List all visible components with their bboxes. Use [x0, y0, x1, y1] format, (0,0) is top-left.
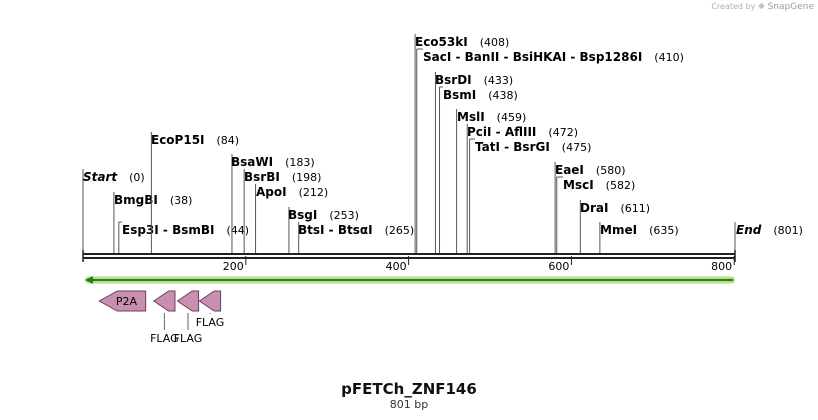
map-title: pFETCh_ZNF146	[341, 380, 477, 398]
ruler-tick-label: 400	[386, 260, 407, 273]
enzyme-name: BsrDI	[435, 73, 472, 87]
feature-arrow[interactable]	[198, 290, 222, 312]
enzyme-site[interactable]: Eco53kI (408)	[414, 34, 510, 254]
enzyme-site[interactable]: MmeI (635)	[599, 222, 679, 254]
enzyme-site[interactable]: End (801)	[734, 222, 803, 254]
enzyme-position: (265)	[385, 224, 415, 237]
enzyme-name: Eco53kI	[415, 35, 468, 49]
enzyme-position: (198)	[292, 171, 322, 184]
feature-flag[interactable]: FLAG	[150, 290, 179, 345]
enzyme-site[interactable]: Esp3I - BsmBI (44)	[118, 221, 249, 254]
feature-p2a[interactable]: P2A	[98, 290, 147, 312]
enzyme-name: SacI - BanII - BsiHKAI - Bsp1286I	[423, 50, 642, 64]
enzyme-site[interactable]: EaeI (580)	[554, 162, 626, 254]
enzyme-name: Start	[83, 170, 118, 184]
feature-label: FLAG	[150, 332, 179, 345]
credit-prefix: Created by	[711, 2, 756, 11]
enzyme-position: (801)	[773, 224, 803, 237]
enzyme-site[interactable]: BsgI (253)	[288, 207, 359, 254]
feature-label: FLAG	[174, 332, 203, 345]
enzyme-site[interactable]: DraI (611)	[579, 200, 650, 254]
enzyme-name: BsgI	[288, 208, 317, 222]
enzyme-site[interactable]: EcoP15I (84)	[150, 132, 240, 254]
feature-label: P2A	[116, 295, 138, 308]
enzyme-position: (438)	[488, 89, 518, 102]
ruler-tick-label: 600	[548, 260, 569, 273]
enzyme-name: MmeI	[600, 223, 637, 237]
enzyme-site[interactable]: TatI - BsrGI (475)	[469, 138, 592, 254]
enzyme-position: (580)	[596, 164, 626, 177]
snapgene-credit: Created by ❖ SnapGene	[711, 2, 814, 12]
enzyme-position: (410)	[654, 51, 684, 64]
enzyme-site[interactable]: MslI (459)	[456, 109, 527, 254]
enzyme-position: (44)	[226, 224, 249, 237]
enzyme-position: (611)	[620, 202, 650, 215]
enzyme-site[interactable]: BsaWI (183)	[231, 154, 315, 254]
enzyme-position: (253)	[329, 209, 359, 222]
enzyme-name: EaeI	[555, 163, 584, 177]
enzyme-site[interactable]: SacI - BanII - BsiHKAI - Bsp1286I (410)	[416, 48, 684, 254]
enzyme-position: (582)	[606, 179, 636, 192]
enzyme-site[interactable]: BmgBI (38)	[113, 192, 193, 254]
orf-layer	[85, 276, 735, 284]
enzyme-position: (475)	[562, 141, 592, 154]
enzyme-name: ApoI	[256, 185, 287, 199]
enzyme-name: End	[736, 223, 762, 237]
enzyme-position: (433)	[484, 74, 514, 87]
credit-brand: SnapGene	[767, 2, 814, 12]
enzyme-site[interactable]: MscI (582)	[556, 176, 636, 254]
enzyme-position: (212)	[299, 186, 329, 199]
enzyme-position: (84)	[217, 134, 240, 147]
enzyme-name: TatI - BsrGI	[475, 140, 550, 154]
enzyme-site[interactable]: BsmI (438)	[439, 86, 518, 254]
enzyme-site[interactable]: ApoI (212)	[255, 184, 329, 254]
feature-arrow[interactable]	[98, 290, 147, 312]
enzyme-layer: Start (0)BmgBI (38)Esp3I - BsmBI (44)EcoP15…	[82, 34, 803, 254]
ruler-tick-label: 800	[711, 260, 732, 273]
enzyme-position: (459)	[497, 111, 527, 124]
enzyme-name: MslI	[457, 110, 485, 124]
snapgene-logo-icon: ❖	[757, 2, 766, 11]
enzyme-name: PciI - AflIII	[467, 125, 536, 139]
feature-arrow[interactable]	[176, 290, 200, 312]
ruler-tick-label: 200	[223, 260, 244, 273]
enzyme-site[interactable]: PciI - AflIII (472)	[466, 124, 578, 254]
enzyme-position: (472)	[548, 126, 578, 139]
enzyme-name: EcoP15I	[151, 133, 205, 147]
feature-arrow[interactable]	[152, 290, 176, 312]
feature-label: FLAG	[196, 316, 225, 329]
enzyme-name: BsaWI	[231, 155, 273, 169]
enzyme-site[interactable]: Start (0)	[82, 169, 145, 254]
enzyme-site[interactable]: BsrDI (433)	[434, 72, 514, 254]
enzyme-position: (408)	[480, 36, 510, 49]
enzyme-name: MscI	[563, 178, 594, 192]
enzyme-site[interactable]: BsrBI (198)	[243, 169, 322, 254]
backbone-layer: 200 400 600 800	[82, 250, 736, 273]
feature-flag[interactable]: FLAG	[196, 290, 225, 329]
orf-arrow-head	[85, 276, 93, 284]
enzyme-name: Esp3I - BsmBI	[122, 223, 214, 237]
enzyme-name: DraI	[580, 201, 608, 215]
enzyme-position: (38)	[170, 194, 193, 207]
enzyme-position: (635)	[649, 224, 679, 237]
enzyme-site[interactable]: BtsI - BtsαI (265)	[298, 222, 414, 254]
enzyme-name: BsmI	[443, 88, 476, 102]
enzyme-position: (183)	[285, 156, 315, 169]
enzyme-position: (0)	[129, 171, 145, 184]
sequence-map: Start (0)BmgBI (38)Esp3I - BsmBI (44)EcoP15…	[82, 34, 803, 345]
enzyme-name: BtsI - BtsαI	[298, 223, 373, 237]
enzyme-name: BsrBI	[244, 170, 280, 184]
map-length: 801 bp	[389, 398, 429, 411]
enzyme-name: BmgBI	[114, 193, 158, 207]
feature-flag[interactable]: FLAG	[174, 290, 203, 345]
backbone-top-strand	[83, 253, 735, 255]
